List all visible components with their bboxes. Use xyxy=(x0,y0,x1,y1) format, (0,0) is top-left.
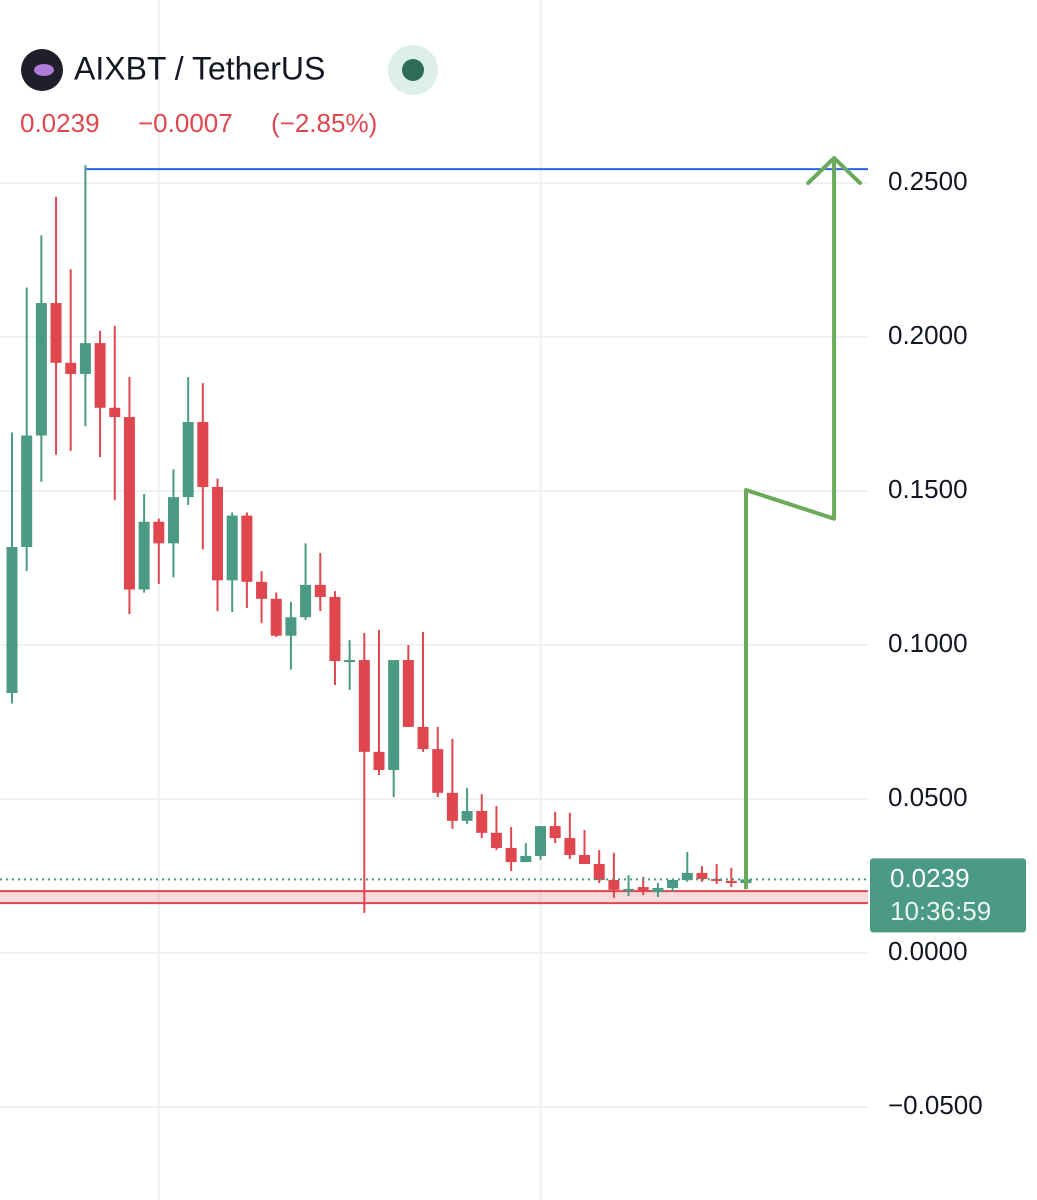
candle-body xyxy=(608,879,620,890)
price-label-box xyxy=(870,858,1026,933)
candle-body xyxy=(256,581,268,599)
y-tick-label: 0.2000 xyxy=(888,320,968,350)
candle-body xyxy=(652,887,664,892)
change: −0.0007 xyxy=(138,108,233,138)
candle-body xyxy=(432,749,444,793)
band xyxy=(0,891,868,904)
candle-body xyxy=(197,421,209,487)
arrow-head xyxy=(806,156,863,186)
candle-body xyxy=(579,855,591,864)
y-tick-label: 0.1000 xyxy=(888,628,968,658)
price-label: 0.0239 xyxy=(890,863,970,893)
candle-body xyxy=(402,660,414,727)
candle-body xyxy=(373,751,385,771)
candle-body xyxy=(681,872,693,880)
y-tick-label: 0.2500 xyxy=(888,166,968,196)
candle-body xyxy=(35,303,47,436)
price: 0.0239 xyxy=(20,108,100,138)
candle-body xyxy=(300,584,312,618)
candle-body xyxy=(564,838,576,856)
candle-body xyxy=(79,343,91,374)
candle-body xyxy=(446,792,458,821)
candle-body xyxy=(505,847,517,863)
candle-body xyxy=(226,515,238,581)
candle-body xyxy=(153,521,165,544)
chart-title: AIXBT / TetherUS xyxy=(74,50,325,86)
candle-body xyxy=(212,486,224,581)
y-tick-label: 0.0000 xyxy=(888,936,968,966)
candle-body xyxy=(6,547,18,694)
coin-icon-glyph xyxy=(34,64,54,76)
candle-body xyxy=(696,872,708,880)
candle-body xyxy=(358,660,370,752)
change-pct: (−2.85%) xyxy=(271,108,377,138)
candle-body xyxy=(182,421,194,498)
status-dot xyxy=(402,59,424,81)
candle-body xyxy=(476,810,488,833)
candle-body xyxy=(285,617,297,636)
candle-body xyxy=(711,879,723,882)
candle-body xyxy=(50,303,62,363)
candle-body xyxy=(138,521,150,590)
y-tick-label: 0.1500 xyxy=(888,474,968,504)
y-tick-label: 0.0500 xyxy=(888,782,968,812)
candle-body xyxy=(593,863,605,880)
candle-body xyxy=(270,598,282,636)
candle-body xyxy=(667,879,679,888)
candle-body xyxy=(637,887,649,892)
arrow-drawing xyxy=(744,158,837,890)
candle-body xyxy=(344,660,356,663)
candle-body xyxy=(520,855,532,863)
candle-body xyxy=(461,810,473,821)
candle-body xyxy=(725,880,737,884)
y-tick-label: −0.0500 xyxy=(888,1090,983,1120)
candle-body xyxy=(314,584,326,597)
candle-body xyxy=(241,515,253,582)
candle-body xyxy=(94,343,106,408)
plot-area xyxy=(0,0,868,1200)
candle-body xyxy=(534,826,546,856)
candle-body xyxy=(109,407,121,418)
candle-body xyxy=(417,726,429,750)
candle-body xyxy=(65,362,77,374)
candle-body xyxy=(549,826,561,839)
candle-body xyxy=(21,435,33,548)
candle-body xyxy=(123,417,135,590)
countdown-label: 10:36:59 xyxy=(890,896,991,926)
candle-body xyxy=(167,497,179,544)
candle-body xyxy=(490,832,502,848)
candle-body xyxy=(388,660,400,771)
candle-body xyxy=(623,888,635,891)
candle-body xyxy=(329,596,341,661)
